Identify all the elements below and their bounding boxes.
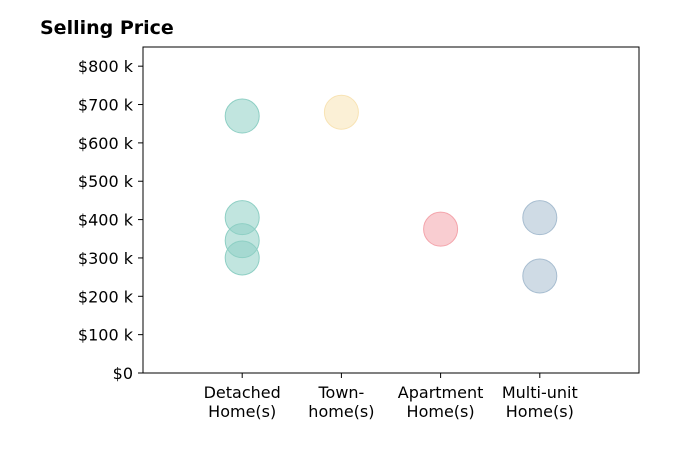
data-point — [522, 258, 558, 294]
y-tick-label: $500 k — [78, 172, 134, 191]
x-tick-label: Apartment Home(s) — [398, 383, 484, 421]
data-point — [423, 211, 459, 247]
y-tick-label: $300 k — [78, 249, 134, 268]
y-tick-label: $200 k — [78, 287, 134, 306]
y-tick-label: $700 k — [78, 96, 134, 115]
data-point — [323, 94, 359, 130]
y-tick-label: $600 k — [78, 134, 134, 153]
data-point — [224, 98, 260, 134]
chart-title: Selling Price — [40, 17, 174, 39]
data-point — [224, 240, 260, 276]
x-tick-label: Town-home(s) — [308, 383, 374, 421]
y-tick-label: $100 k — [78, 326, 134, 345]
y-tick-label: $400 k — [78, 211, 134, 230]
plot-area — [142, 46, 640, 374]
y-tick-label: $0 — [113, 364, 133, 383]
y-tick-label: $800 k — [78, 57, 134, 76]
x-tick-label: Multi-unit Home(s) — [502, 383, 578, 421]
data-points — [224, 94, 558, 294]
data-point — [522, 200, 558, 236]
x-tick-label: Detached Home(s) — [204, 383, 281, 421]
x-axis: Detached Home(s) Town-home(s) Apartment Home… — [204, 373, 578, 421]
y-axis: $0 $100 k $200 k $300 k $400 k $500 k $600 k $7… — [78, 57, 143, 383]
